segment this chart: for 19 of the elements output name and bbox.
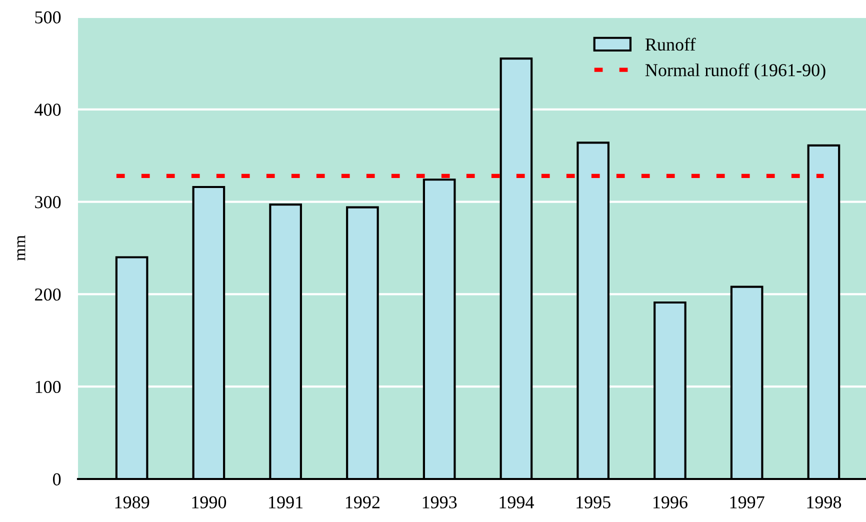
x-tick-label: 1992 (346, 496, 380, 508)
y-tick-label: 200 (35, 288, 61, 301)
x-tick-label: 1998 (807, 496, 842, 508)
x-tick-label: 1994 (500, 496, 534, 508)
x-tick-label: 1991 (269, 496, 303, 508)
x-tick-label: 1996 (653, 496, 688, 508)
y-tick-label: 500 (35, 11, 61, 24)
y-axis-title: mm (17, 235, 26, 261)
y-tick-label: 100 (36, 380, 61, 394)
x-tick-label: 1993 (422, 496, 457, 508)
x-tick-label: 1989 (115, 496, 150, 508)
y-tick-label: 0 (52, 473, 61, 486)
legend-label: Runoff (645, 38, 696, 51)
legend-label: Normal runoff (1961-90) (645, 63, 826, 80)
y-tick-label: 400 (34, 104, 61, 116)
x-tick-label: 1995 (576, 496, 610, 508)
y-tick-label: 300 (35, 196, 61, 208)
x-tick-label: 1990 (192, 496, 226, 508)
x-tick-label: 1997 (730, 496, 764, 508)
